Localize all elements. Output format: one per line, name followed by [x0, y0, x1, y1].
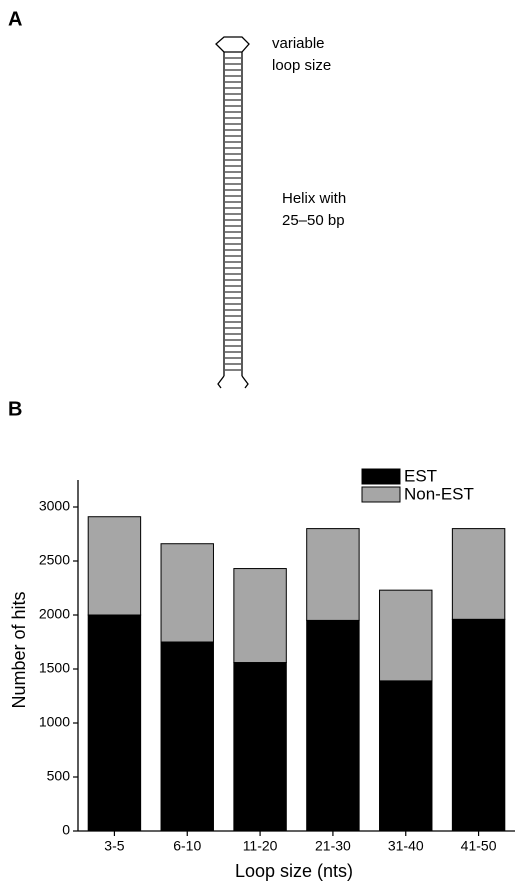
- y-tick-label: 1000: [39, 714, 70, 730]
- legend-label: Non-EST: [404, 484, 474, 503]
- bar-segment: [233, 662, 287, 832]
- x-tick-label: 31-40: [388, 838, 424, 854]
- x-tick-label: 3-5: [104, 838, 124, 854]
- helix-label: 25–50 bp: [282, 212, 345, 229]
- bar-segment: [306, 619, 360, 832]
- bar-segment: [306, 528, 360, 621]
- bar-segment: [233, 568, 287, 664]
- panel-label: A: [8, 8, 22, 30]
- x-tick-label: 21-30: [315, 838, 351, 854]
- bar-segment: [451, 528, 506, 620]
- legend-swatch: [361, 486, 401, 503]
- legend-label: EST: [404, 466, 437, 485]
- bar-segment: [379, 589, 433, 682]
- helix-label: Helix with: [282, 190, 346, 207]
- panel-label: B: [8, 398, 22, 420]
- bar-segment: [160, 543, 214, 643]
- strand-end: [241, 375, 249, 389]
- y-tick-label: 0: [62, 822, 70, 838]
- legend-swatch: [361, 468, 401, 485]
- x-tick-label: 6-10: [173, 838, 201, 854]
- bar-segment: [451, 618, 506, 832]
- y-tick-label: 3000: [39, 498, 70, 514]
- bar-segment: [379, 680, 433, 832]
- bar-segment: [160, 641, 214, 832]
- y-tick-label: 1500: [39, 660, 70, 676]
- hairpin-diagram: [215, 36, 250, 389]
- x-tick-label: 41-50: [461, 838, 497, 854]
- x-tick-label: 11-20: [243, 838, 278, 854]
- strand-end: [217, 375, 225, 389]
- y-tick-label: 2500: [39, 552, 70, 568]
- bar-segment: [87, 614, 142, 832]
- x-axis-title: Loop size (nts): [235, 861, 353, 881]
- loop-label: loop size: [272, 57, 331, 74]
- y-axis-title: Number of hits: [9, 591, 29, 708]
- bar-segment: [87, 516, 142, 616]
- loop-label: variable: [272, 35, 325, 52]
- y-tick-label: 2000: [39, 606, 70, 622]
- loop: [215, 36, 250, 53]
- y-tick-label: 500: [47, 768, 71, 784]
